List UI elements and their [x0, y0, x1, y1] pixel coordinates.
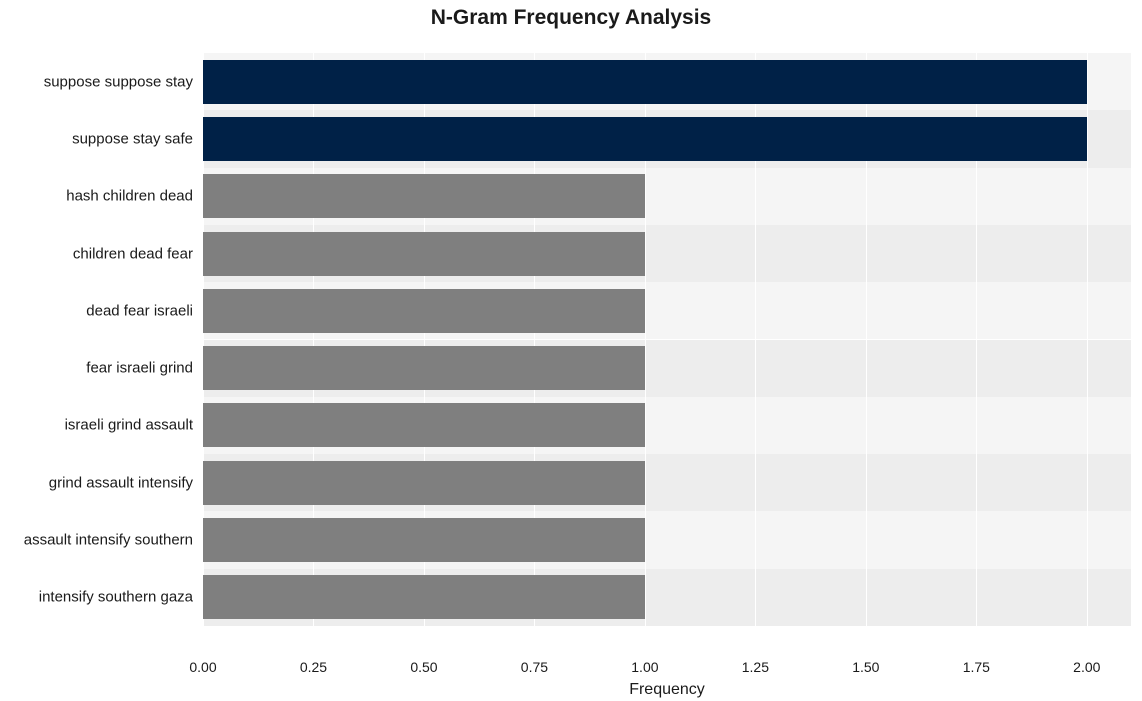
x-tick-label: 1.50 — [852, 659, 879, 675]
bar — [203, 289, 645, 333]
bar — [203, 518, 645, 562]
ngram-frequency-chart: N-Gram Frequency Analysis suppose suppos… — [0, 0, 1142, 701]
bar — [203, 117, 1087, 161]
y-tick-label: fear israeli grind — [86, 360, 203, 377]
x-tick-label: 0.75 — [521, 659, 548, 675]
bar — [203, 174, 645, 218]
y-tick-label: children dead fear — [73, 245, 203, 262]
bar — [203, 60, 1087, 104]
x-tick-label: 1.25 — [742, 659, 769, 675]
plot-area: suppose suppose staysuppose stay safehas… — [203, 36, 1131, 643]
y-tick-label: assault intensify southern — [24, 531, 203, 548]
bar — [203, 232, 645, 276]
bar — [203, 346, 645, 390]
bar — [203, 575, 645, 619]
x-tick-label: 1.75 — [963, 659, 990, 675]
x-axis-title: Frequency — [629, 681, 705, 699]
chart-title: N-Gram Frequency Analysis — [0, 6, 1142, 30]
y-tick-label: suppose stay safe — [72, 131, 203, 148]
x-gridline — [1087, 36, 1088, 643]
x-tick-label: 2.00 — [1073, 659, 1100, 675]
x-tick-label: 1.00 — [631, 659, 658, 675]
bar — [203, 403, 645, 447]
y-tick-label: intensify southern gaza — [39, 589, 203, 606]
y-tick-label: hash children dead — [66, 188, 203, 205]
y-tick-label: dead fear israeli — [86, 302, 203, 319]
x-tick-label: 0.00 — [189, 659, 216, 675]
y-tick-label: suppose suppose stay — [44, 73, 203, 90]
x-tick-label: 0.25 — [300, 659, 327, 675]
x-tick-label: 0.50 — [410, 659, 437, 675]
bar — [203, 461, 645, 505]
y-tick-label: israeli grind assault — [65, 417, 203, 434]
y-tick-label: grind assault intensify — [49, 474, 203, 491]
